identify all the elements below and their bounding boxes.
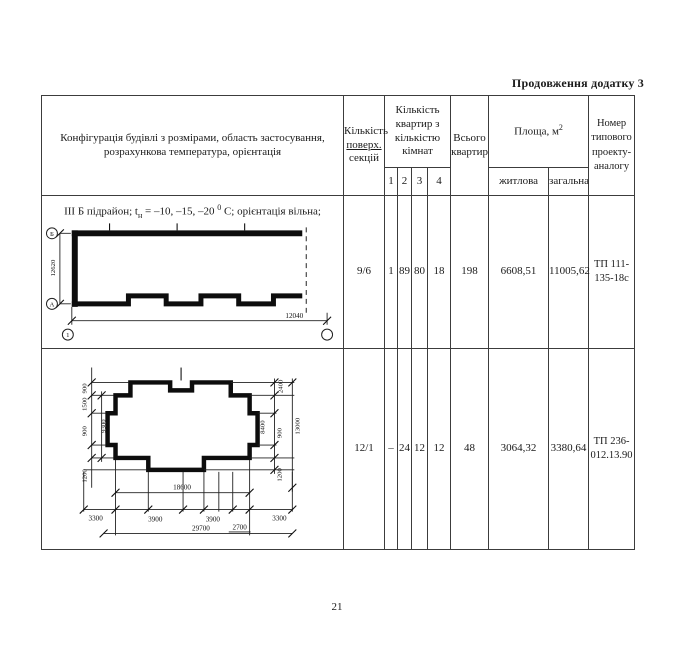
header-floors-line3: секцій	[348, 152, 380, 165]
header-floors-line2: поверх.	[346, 138, 382, 151]
dim-label-18600: 18600	[173, 483, 191, 491]
dim-label-height: 12620	[49, 259, 56, 277]
dim-ticks-bottom	[66, 316, 331, 325]
dimension-lines	[83, 367, 293, 534]
row1-area-living: 6608,51	[488, 195, 550, 349]
header-apartments-label: Кількість квартир з кількістю кімнат	[394, 104, 441, 158]
dim-line-left	[58, 232, 71, 305]
dim-label-900a: 900	[81, 382, 88, 393]
header-area-sup: 2	[558, 123, 563, 133]
row1-project: ТП 111-135-18с	[588, 195, 636, 349]
axis-marker-a	[45, 297, 58, 310]
row1-rooms-1: 1	[384, 195, 398, 349]
row1-floors: 9/6	[343, 195, 385, 349]
header-floors-sections: Кількість поверх. секцій	[343, 95, 389, 196]
building-data-table: Конфігурація будівлі з розмірами, област…	[41, 95, 636, 551]
row1-rooms-3: 80	[411, 195, 428, 349]
header-area: Площа, м2	[488, 95, 590, 168]
row1-configuration-cell: ІІІ Б підрайон; tн = –10, –15, –20 0 С; …	[41, 195, 344, 349]
row2-configuration-cell: 900 1500 9300 900 1200 2400 8400 900 130…	[41, 347, 344, 551]
row2-total: 48	[450, 347, 490, 551]
header-rooms-2: 2	[397, 167, 412, 196]
header-configuration-label: Конфігурація будівлі з розмірами, област…	[60, 131, 325, 158]
dim-label-3900a: 3900	[148, 515, 163, 523]
header-floors-line1: Кількість	[344, 124, 389, 137]
row2-project: ТП 236-012.13.90	[588, 347, 636, 551]
dim-label-9300: 9300	[100, 418, 107, 432]
header-configuration: Конфігурація будівлі з розмірами, област…	[41, 95, 344, 196]
dim-label-8400: 8400	[259, 419, 266, 433]
dim-line-bottom	[70, 306, 328, 325]
row2-plan-diagram: 900 1500 9300 900 1200 2400 8400 900 130…	[42, 353, 343, 550]
row2-rooms-2: 24	[397, 347, 412, 551]
header-rooms-4: 4	[426, 167, 452, 196]
header-rooms-1: 1	[384, 167, 398, 196]
axis-label-1: 1	[66, 332, 69, 339]
dim-label-900b: 900	[81, 425, 88, 436]
axis-label-a: А	[49, 301, 54, 308]
row2-rooms-1: –	[384, 347, 398, 551]
header-apartments-by-rooms: Кількість квартир з кількістю кімнат	[383, 95, 452, 168]
header-area-overall: загальна	[548, 167, 590, 196]
axis-marker-end	[320, 328, 333, 341]
header-project-label: Номер типового проекту-аналогу	[591, 118, 632, 172]
axis-label-b: Б	[50, 231, 54, 238]
header-total-apartments: Всього квартир	[450, 95, 490, 196]
dim-label-1200-right: 1200	[276, 467, 283, 481]
table-row: 900 1500 9300 900 1200 2400 8400 900 130…	[41, 347, 636, 551]
entrance-ticks	[108, 223, 245, 231]
page-number: 21	[331, 601, 343, 613]
row1-caption: ІІІ Б підрайон; tн = –10, –15, –20 0 С; …	[64, 203, 321, 220]
header-area-living: житлова	[488, 167, 550, 196]
wall-bottom-notched	[71, 293, 302, 307]
row1-total: 198	[450, 195, 490, 349]
table-row: ІІІ Б підрайон; tн = –10, –15, –20 0 С; …	[41, 195, 636, 349]
dimension-ticks	[78, 377, 297, 538]
row1-rooms-4: 18	[426, 195, 452, 349]
header-rooms-3: 3	[411, 167, 428, 196]
row1-area-overall: 11005,62	[548, 195, 590, 349]
dim-label-1500: 1500	[81, 397, 88, 411]
dim-label-2400: 2400	[277, 379, 284, 393]
dim-label-3300-left: 3300	[88, 514, 103, 522]
dim-label-length: 12040	[285, 312, 303, 320]
row2-rooms-4: 12	[426, 347, 452, 551]
row2-rooms-3: 12	[411, 347, 428, 551]
row2-area-living: 3064,32	[488, 347, 550, 551]
building-plan-2-svg: 900 1500 9300 900 1200 2400 8400 900 130…	[78, 367, 301, 538]
extension-lines	[82, 381, 294, 536]
row1-plan-diagram: 12620 Б А 12040 1	[42, 221, 343, 348]
appendix-heading: Продовження додатку 3	[511, 76, 644, 90]
dim-label-1200-left: 1200	[81, 468, 88, 482]
building-outline	[104, 379, 260, 472]
row2-area-overall: 3380,64	[548, 347, 590, 551]
dim-label-3300-right: 3300	[272, 514, 287, 522]
dim-label-3900b: 3900	[205, 515, 220, 523]
header-project-number: Номер типового проекту-аналогу	[588, 95, 636, 196]
header-area-label: Площа, м	[514, 125, 559, 138]
axis-marker-1	[61, 328, 74, 341]
header-total-label: Всього квартир	[451, 131, 488, 158]
dim-label-900-right: 900	[276, 427, 283, 438]
dim-label-2700: 2700	[232, 523, 247, 531]
dim-label-13000: 13000	[294, 417, 301, 434]
building-plan-1-svg: 12620 Б А 12040 1	[45, 223, 333, 341]
dim-label-29700: 29700	[192, 524, 210, 532]
axis-marker-b	[45, 227, 58, 240]
row1-rooms-2: 89	[397, 195, 412, 349]
row2-floors: 12/1	[343, 347, 385, 551]
